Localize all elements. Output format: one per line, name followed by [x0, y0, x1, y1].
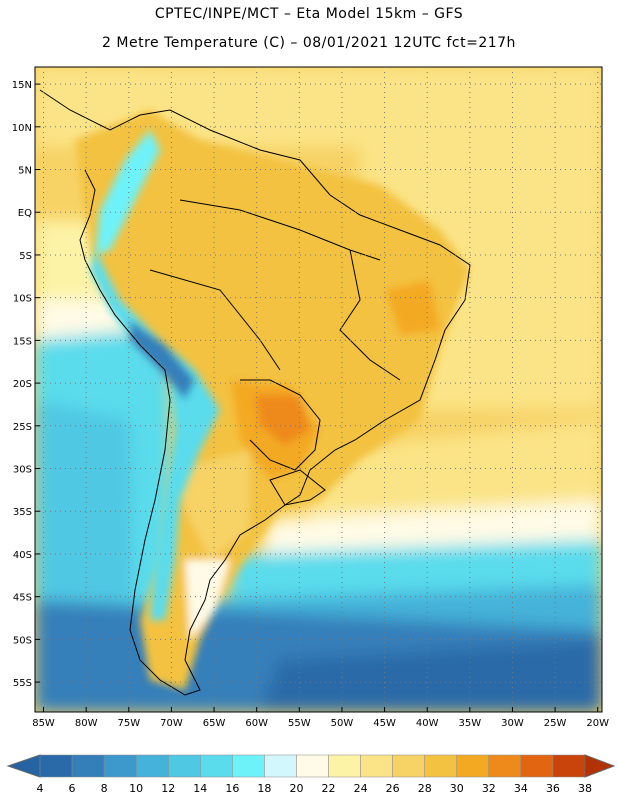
colorbar-swatch: [456, 754, 490, 778]
colorbar-label: 14: [193, 782, 207, 795]
colorbar-label: 32: [482, 782, 496, 795]
colorbar-swatch: [39, 754, 73, 778]
lon-label: 60W: [245, 718, 268, 729]
colorbar-label: 24: [354, 782, 368, 795]
colorbar-swatch: [135, 754, 169, 778]
colorbar-swatch: [71, 754, 105, 778]
colorbar-label: 10: [129, 782, 143, 795]
lat-label: 45S: [13, 593, 32, 604]
colorbar-label: 36: [546, 782, 560, 795]
colorbar-label: 34: [514, 782, 528, 795]
lon-label: 35W: [459, 718, 482, 729]
colorbar-label: 16: [225, 782, 239, 795]
colorbar-label: 6: [69, 782, 76, 795]
colorbar-swatch: [328, 754, 361, 778]
colorbar-swatch: [103, 754, 137, 778]
lat-label: 15S: [13, 336, 32, 347]
amazon-borders: [179, 199, 381, 261]
colorbar-swatch: [232, 754, 265, 778]
lon-label: 25W: [544, 718, 567, 729]
lat-label: 50S: [13, 635, 32, 646]
paraguay-border: [240, 379, 321, 471]
colorbar-label: 12: [161, 782, 175, 795]
latitude-labels: 15N 10N 5N EQ 5S 10S 15S 20S 25S 30S 35S 40S 45S 50S 5…: [12, 80, 32, 689]
lon-label: 50W: [331, 718, 354, 729]
lat-label: 5N: [18, 166, 32, 177]
grid-lines: [35, 67, 602, 712]
bolivia-border: [149, 269, 281, 371]
lon-label: 80W: [75, 718, 98, 729]
colorbar-label: 4: [37, 782, 44, 795]
colorbar-label: 18: [257, 782, 271, 795]
lat-label: 25S: [13, 422, 32, 433]
brazil-states: [339, 249, 401, 381]
colorbar-label: 22: [322, 782, 336, 795]
chart-title-line-2: 2 Metre Temperature (C) – 08/01/2021 12U…: [102, 35, 516, 51]
lon-label: 75W: [117, 718, 140, 729]
lon-label: 30W: [501, 718, 524, 729]
map-field: [35, 67, 602, 712]
colorbar-swatch: [520, 754, 554, 778]
colorbar-label: 30: [450, 782, 464, 795]
andes-north: [95, 130, 160, 255]
colorbar-low-arrow: [6, 754, 41, 778]
andes-altiplano: [130, 320, 195, 400]
lat-label: 15N: [12, 80, 32, 91]
longitude-labels: 85W 80W 75W 70W 65W 60W 55W 50W 45W 40W 35W 30W 25W 2…: [32, 718, 609, 729]
lat-label: 30S: [13, 465, 32, 476]
colorbar-swatch: [264, 754, 297, 778]
lat-label: EQ: [18, 208, 32, 219]
colorbar-swatch: [360, 754, 393, 778]
field-far-south: [260, 640, 602, 712]
colorbar-label: 20: [289, 782, 303, 795]
colorbar-swatch: [392, 754, 425, 778]
colorbar-swatch: [488, 754, 522, 778]
land-hot-northeast: [385, 280, 440, 335]
lat-label: 5S: [19, 251, 32, 262]
map-frame: [34, 66, 603, 713]
colorbar-high-arrow: [584, 754, 616, 778]
lon-label: 20W: [586, 718, 609, 729]
temperature-map: 15N 10N 5N EQ 5S 10S 15S 20S 25S 30S 35S 40S 45S 50S 5…: [12, 66, 609, 729]
lon-label: 40W: [416, 718, 439, 729]
lat-label: 35S: [13, 507, 32, 518]
south-america-coast: [39, 89, 471, 696]
lon-label: 85W: [32, 718, 55, 729]
lat-label: 40S: [13, 550, 32, 561]
lat-label: 20S: [13, 379, 32, 390]
colorbar-swatch: [200, 754, 233, 778]
colorbar-swatch: [424, 754, 458, 778]
land-patagonia-south: [185, 560, 230, 640]
uruguay: [269, 469, 326, 506]
colorbar-label: 38: [578, 782, 592, 795]
coastlines: [39, 89, 471, 696]
lat-label: 55S: [13, 678, 32, 689]
colorbar-swatch: [296, 754, 329, 778]
lon-label: 45W: [373, 718, 396, 729]
colorbar-swatch: [552, 754, 586, 778]
land-patagonia-north: [170, 450, 250, 560]
lon-label: 65W: [203, 718, 226, 729]
land-hotter-paraguay: [255, 395, 310, 445]
colorbar: 4 6 8 10 12 14 16 18 20 22 24 26 28 30 32 34 36 38: [6, 754, 616, 795]
lat-label: 10N: [12, 123, 32, 134]
lon-label: 55W: [288, 718, 311, 729]
lon-label: 70W: [160, 718, 183, 729]
chart-title-line-1: CPTEC/INPE/MCT – Eta Model 15km – GFS: [154, 6, 464, 22]
colorbar-swatch: [167, 754, 201, 778]
andes-central: [90, 250, 220, 620]
lat-label: 10S: [13, 294, 32, 305]
colorbar-label: 28: [418, 782, 432, 795]
colorbar-label: 26: [386, 782, 400, 795]
colorbar-label: 8: [101, 782, 108, 795]
